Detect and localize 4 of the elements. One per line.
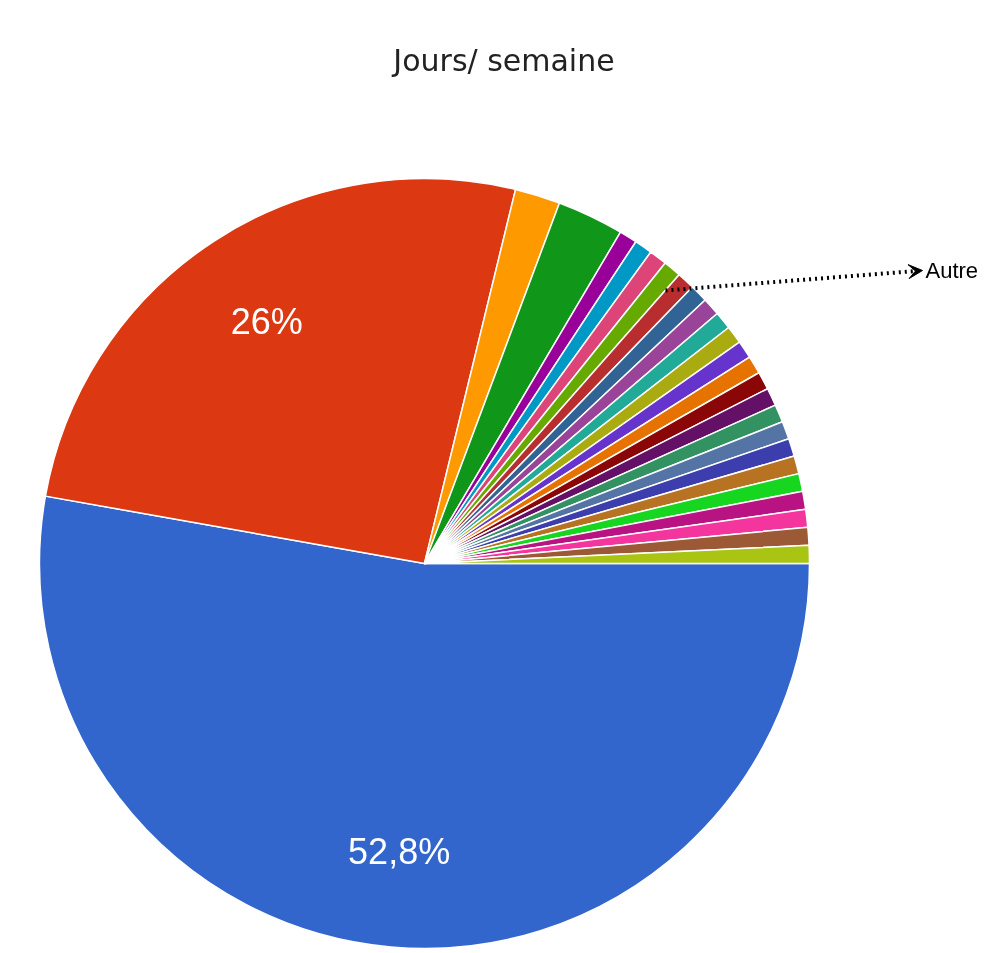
chart-title: Jours/ semaine	[391, 43, 615, 78]
data-label: 52,8%	[348, 830, 451, 872]
text: Autre	[925, 258, 979, 283]
data-label: 26%	[230, 301, 303, 343]
